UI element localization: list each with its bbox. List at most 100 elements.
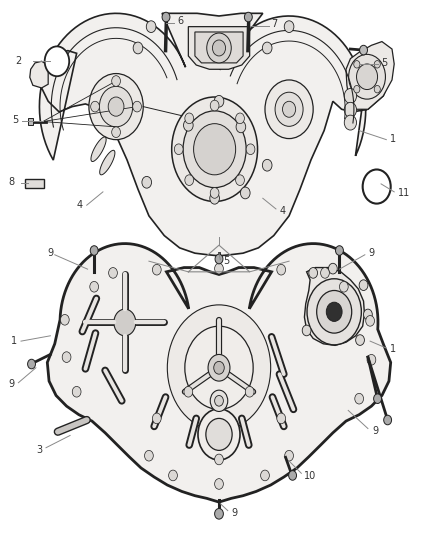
- Circle shape: [244, 12, 252, 22]
- Circle shape: [194, 124, 236, 175]
- Circle shape: [184, 119, 193, 131]
- Circle shape: [109, 268, 117, 278]
- Circle shape: [185, 113, 194, 124]
- Circle shape: [277, 413, 286, 424]
- Circle shape: [89, 74, 143, 140]
- Text: 5: 5: [381, 58, 387, 68]
- Circle shape: [357, 64, 378, 90]
- Circle shape: [169, 470, 177, 481]
- Circle shape: [45, 46, 69, 76]
- Text: 5: 5: [12, 115, 18, 125]
- Circle shape: [328, 263, 337, 274]
- Circle shape: [210, 390, 228, 411]
- Circle shape: [360, 45, 367, 55]
- Text: 9: 9: [47, 248, 53, 258]
- Circle shape: [99, 86, 133, 127]
- Circle shape: [210, 100, 219, 111]
- Circle shape: [344, 102, 357, 117]
- Circle shape: [261, 470, 269, 481]
- Circle shape: [185, 326, 253, 409]
- Circle shape: [208, 354, 230, 381]
- Circle shape: [245, 386, 254, 397]
- Circle shape: [289, 471, 297, 480]
- Circle shape: [363, 169, 391, 204]
- Polygon shape: [346, 42, 394, 109]
- Circle shape: [384, 415, 392, 425]
- Circle shape: [364, 309, 372, 320]
- Circle shape: [28, 359, 35, 369]
- Polygon shape: [91, 137, 106, 161]
- Circle shape: [284, 21, 294, 33]
- Circle shape: [214, 361, 224, 374]
- Text: 10: 10: [304, 471, 317, 481]
- Circle shape: [236, 175, 244, 185]
- Circle shape: [321, 268, 329, 278]
- Circle shape: [339, 281, 348, 292]
- Circle shape: [215, 508, 223, 519]
- Circle shape: [108, 97, 124, 116]
- Text: 9: 9: [9, 379, 15, 389]
- Circle shape: [215, 454, 223, 465]
- Circle shape: [262, 159, 272, 171]
- Circle shape: [60, 314, 69, 325]
- Circle shape: [344, 88, 357, 103]
- Circle shape: [90, 281, 99, 292]
- Circle shape: [185, 175, 194, 185]
- Text: 4: 4: [279, 206, 286, 215]
- Circle shape: [309, 268, 318, 278]
- Circle shape: [307, 279, 361, 345]
- Text: 5: 5: [223, 256, 230, 266]
- Circle shape: [142, 176, 152, 188]
- Polygon shape: [39, 13, 392, 256]
- Circle shape: [215, 254, 223, 264]
- Text: 9: 9: [368, 248, 374, 258]
- Circle shape: [172, 97, 258, 201]
- Circle shape: [374, 394, 381, 403]
- Circle shape: [198, 409, 240, 460]
- Circle shape: [374, 85, 380, 93]
- Circle shape: [262, 42, 272, 54]
- Circle shape: [146, 21, 156, 33]
- Circle shape: [326, 302, 342, 321]
- Text: 8: 8: [9, 177, 15, 187]
- Circle shape: [236, 113, 244, 124]
- Text: 9: 9: [372, 426, 378, 435]
- Circle shape: [374, 61, 380, 68]
- Circle shape: [354, 85, 360, 93]
- Polygon shape: [304, 268, 364, 345]
- Polygon shape: [195, 32, 243, 63]
- Circle shape: [215, 479, 223, 489]
- Text: 11: 11: [398, 188, 410, 198]
- Circle shape: [112, 76, 120, 86]
- Circle shape: [336, 246, 343, 255]
- Circle shape: [152, 264, 161, 275]
- Polygon shape: [47, 244, 391, 502]
- Circle shape: [90, 246, 98, 255]
- Circle shape: [354, 61, 360, 68]
- Circle shape: [174, 144, 183, 155]
- Circle shape: [367, 354, 376, 365]
- Circle shape: [277, 264, 286, 275]
- Circle shape: [236, 121, 246, 133]
- Circle shape: [145, 450, 153, 461]
- Circle shape: [275, 92, 303, 126]
- Circle shape: [114, 309, 136, 336]
- Circle shape: [359, 280, 368, 290]
- Circle shape: [214, 95, 224, 107]
- Circle shape: [317, 290, 352, 333]
- Circle shape: [184, 386, 193, 397]
- Circle shape: [265, 80, 313, 139]
- Bar: [28, 118, 33, 125]
- Circle shape: [62, 352, 71, 362]
- Circle shape: [283, 101, 296, 117]
- Polygon shape: [30, 61, 48, 88]
- Circle shape: [133, 42, 143, 54]
- Text: 3: 3: [36, 446, 42, 455]
- Circle shape: [72, 386, 81, 397]
- Circle shape: [240, 187, 250, 199]
- Circle shape: [366, 316, 374, 326]
- Circle shape: [212, 40, 226, 56]
- Circle shape: [215, 395, 223, 406]
- Circle shape: [91, 101, 99, 112]
- Polygon shape: [188, 27, 250, 69]
